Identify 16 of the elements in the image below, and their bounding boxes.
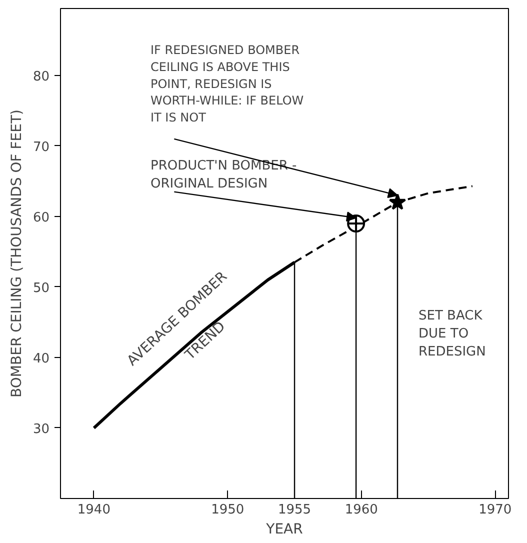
- y-tick-label: 70: [32, 140, 50, 155]
- y-tick-label: 60: [32, 210, 50, 226]
- x-axis-title: YEAR: [265, 522, 304, 538]
- x-tick-label: 1950: [211, 502, 244, 518]
- annotation: PRODUCT'N BOMBER - ORIGINAL DESIGN: [150, 158, 298, 192]
- y-tick-label: 50: [32, 280, 50, 296]
- annotation: IF REDESIGNED BOMBER CEILING IS ABOVE THIS POINT, REDESIGN IS WORTH-WHILE: IF BELOW IT IS NOT: [150, 43, 304, 124]
- x-tick-label: 1955: [278, 502, 312, 518]
- y-tick-label: 40: [32, 351, 50, 366]
- x-tick-label: 1940: [77, 502, 110, 518]
- y-axis-title: BOMBER CEILING (THOUSANDS OF FEET): [8, 110, 25, 398]
- annotation: SET BACK DUE TO REDESIGN: [418, 308, 486, 360]
- x-tick-label: 1960: [344, 502, 378, 518]
- x-tick-label: 1970: [478, 502, 512, 518]
- y-tick-label: 30: [32, 422, 50, 437]
- y-tick-label: 80: [32, 69, 50, 84]
